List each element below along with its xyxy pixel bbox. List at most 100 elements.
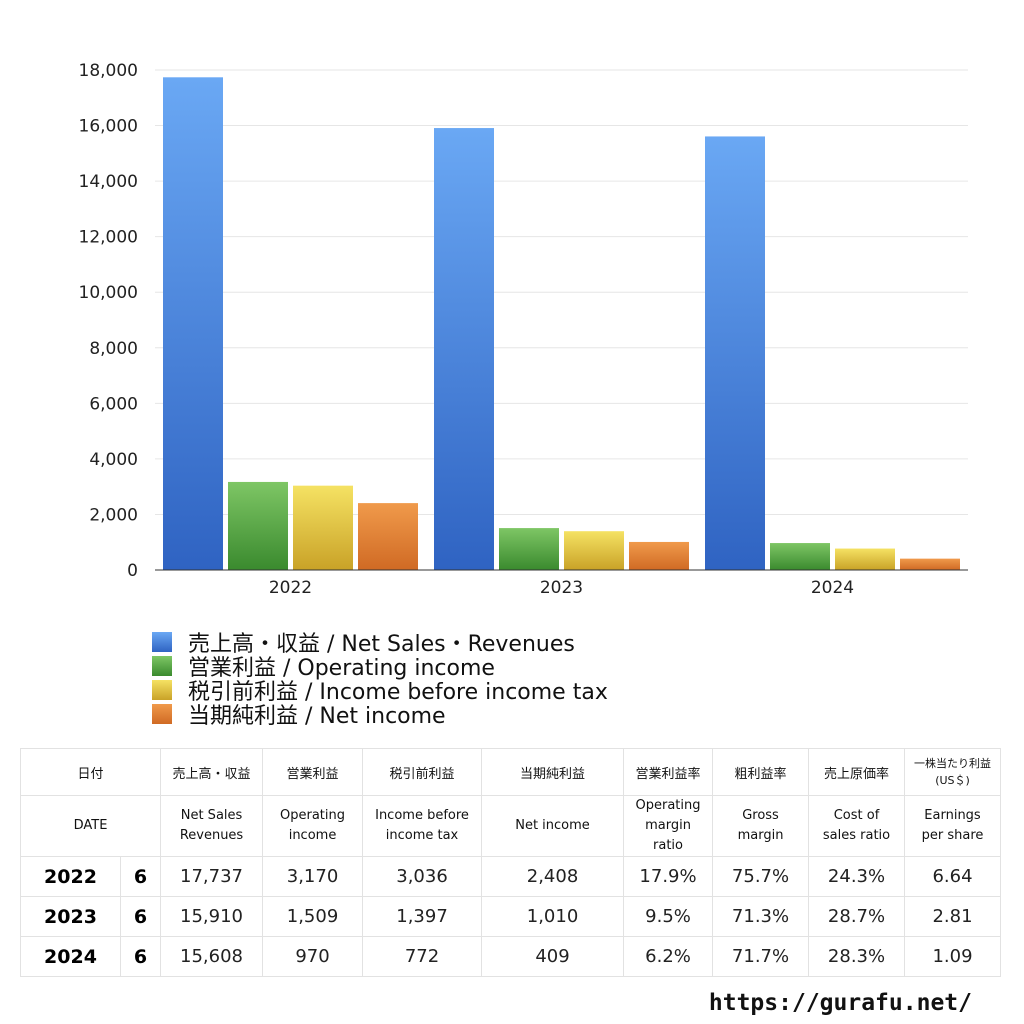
y-tick-label: 0 <box>127 561 138 581</box>
header-line: Net income <box>515 818 590 833</box>
x-axis-ticks: 2022 2023 2024 <box>269 578 854 598</box>
cell-net-income: 409 <box>481 936 625 977</box>
legend-item-net-sales: 売上高・収益 / Net Sales・Revenues <box>152 630 608 657</box>
cell-cost-ratio: 24.3% <box>808 856 906 897</box>
y-tick-label: 10,000 <box>79 283 138 303</box>
cell-eps: 2.81 <box>904 896 1002 937</box>
header-eps-jp: 一株当たり利益 (US＄) <box>904 748 1002 796</box>
bar-income_before_tax-2022 <box>293 485 353 570</box>
table-header-jp: 日付 売上高・収益 営業利益 税引前利益 当期純利益 営業利益率 粗利益率 売上… <box>19 748 1002 796</box>
header-line: Earnings <box>924 808 981 823</box>
bar-net_sales-2023 <box>434 128 494 571</box>
y-tick-label: 14,000 <box>79 172 138 192</box>
header-date-jp: 日付 <box>19 748 162 796</box>
header-line: ratio <box>653 838 683 853</box>
header-eps-jp-line1: 一株当たり利益 <box>914 757 992 770</box>
legend-item-operating-income: 営業利益 / Operating income <box>152 654 608 681</box>
legend-label: 営業利益 / Operating income <box>188 656 495 681</box>
gridlines <box>155 69 968 515</box>
row-month: 6 <box>119 856 162 897</box>
header-operating-income-en: Operating income <box>262 795 364 857</box>
site-url: https://gurafu.net/ <box>708 990 972 1016</box>
bar-operating_income-2022 <box>228 481 288 570</box>
bar-income_before_tax-2024 <box>835 548 895 570</box>
header-line: per share <box>921 828 984 843</box>
x-tick-label: 2024 <box>811 578 854 598</box>
header-line: income tax <box>385 828 459 843</box>
cell-eps: 6.64 <box>904 856 1002 897</box>
header-operating-margin-en: Operating margin ratio <box>623 795 714 857</box>
bar-net_sales-2022 <box>163 77 223 571</box>
header-net-sales-en: Net Sales Revenues <box>160 795 264 857</box>
cell-operating-income: 3,170 <box>262 856 364 897</box>
cell-net-sales: 15,608 <box>160 936 264 977</box>
cell-gross-margin: 75.7% <box>712 856 810 897</box>
legend: 売上高・収益 / Net Sales・Revenues 営業利益 / Opera… <box>152 630 608 729</box>
cell-operating-income: 1,509 <box>262 896 364 937</box>
legend-label: 当期純利益 / Net income <box>188 704 446 729</box>
cell-cost-ratio: 28.7% <box>808 896 906 937</box>
cell-net-sales: 15,910 <box>160 896 264 937</box>
financial-table: 日付 売上高・収益 営業利益 税引前利益 当期純利益 営業利益率 粗利益率 売上… <box>19 748 1002 977</box>
bar-operating_income-2024 <box>770 543 830 570</box>
row-year: 2022 <box>20 856 121 897</box>
header-operating-margin-jp: 営業利益率 <box>623 748 714 796</box>
header-cost-ratio-jp: 売上原価率 <box>808 748 906 796</box>
cell-net-income: 1,010 <box>481 896 625 937</box>
cell-operating-income: 970 <box>262 936 364 977</box>
header-line: Income before <box>375 808 469 823</box>
header-gross-margin-en: Gross margin <box>712 795 810 857</box>
header-date-en: DATE <box>19 795 162 857</box>
row-year: 2023 <box>20 896 121 937</box>
cell-income-before-tax: 3,036 <box>362 856 483 897</box>
bar-chart: 0 2,000 4,000 6,000 8,000 10,000 12,000 14,000 1… <box>79 61 968 598</box>
legend-swatch <box>152 704 172 724</box>
cell-cost-ratio: 28.3% <box>808 936 906 977</box>
legend-item-income-before-tax: 税引前利益 / Income before income tax <box>152 678 608 705</box>
x-tick-label: 2022 <box>269 578 312 598</box>
legend-swatch <box>152 632 172 652</box>
bar-income_before_tax-2023 <box>564 531 624 570</box>
header-cost-ratio-en: Cost of sales ratio <box>808 795 906 857</box>
header-line: margin <box>737 828 784 843</box>
y-tick-label: 6,000 <box>89 394 138 414</box>
row-month: 6 <box>119 936 162 977</box>
cell-eps: 1.09 <box>904 936 1002 977</box>
legend-item-net-income: 当期純利益 / Net income <box>152 702 608 729</box>
header-net-income-jp: 当期純利益 <box>481 748 625 796</box>
cell-operating-margin: 17.9% <box>623 856 714 897</box>
table-row: 2024 6 15,608 970 772 409 6.2% 71.7% 28.… <box>20 936 1002 977</box>
y-tick-label: 4,000 <box>89 450 138 470</box>
table-header-en: DATE Net Sales Revenues Operating income I… <box>19 795 1002 857</box>
cell-operating-margin: 6.2% <box>623 936 714 977</box>
y-axis-ticks: 0 2,000 4,000 6,000 8,000 10,000 12,000 14,000 1… <box>79 61 138 581</box>
header-income-before-tax-jp: 税引前利益 <box>362 748 483 796</box>
cell-operating-margin: 9.5% <box>623 896 714 937</box>
header-net-sales-jp: 売上高・収益 <box>160 748 264 796</box>
cell-net-income: 2,408 <box>481 856 625 897</box>
header-eps-jp-line2: (US＄) <box>935 774 970 787</box>
y-tick-label: 18,000 <box>79 61 138 81</box>
bar-net_income-2024 <box>900 558 960 570</box>
legend-swatch <box>152 680 172 700</box>
y-tick-label: 12,000 <box>79 228 138 248</box>
table-row: 2022 6 17,737 3,170 3,036 2,408 17.9% 75… <box>20 856 1002 897</box>
legend-swatch <box>152 656 172 676</box>
cell-net-sales: 17,737 <box>160 856 264 897</box>
legend-label: 売上高・収益 / Net Sales・Revenues <box>188 632 575 657</box>
legend-label: 税引前利益 / Income before income tax <box>188 680 608 705</box>
header-line: Revenues <box>179 828 244 843</box>
cell-income-before-tax: 1,397 <box>362 896 483 937</box>
x-tick-label: 2023 <box>540 578 583 598</box>
y-tick-label: 2,000 <box>89 505 138 525</box>
y-tick-label: 16,000 <box>79 117 138 137</box>
header-line: sales ratio <box>822 828 891 843</box>
header-line: margin <box>645 818 691 833</box>
header-eps-en: Earnings per share <box>904 795 1002 857</box>
y-tick-label: 8,000 <box>89 339 138 359</box>
cell-gross-margin: 71.7% <box>712 936 810 977</box>
header-line: Operating <box>280 808 346 823</box>
cell-income-before-tax: 772 <box>362 936 483 977</box>
bar-net_income-2022 <box>358 503 418 570</box>
header-line: Cost of <box>833 808 880 823</box>
